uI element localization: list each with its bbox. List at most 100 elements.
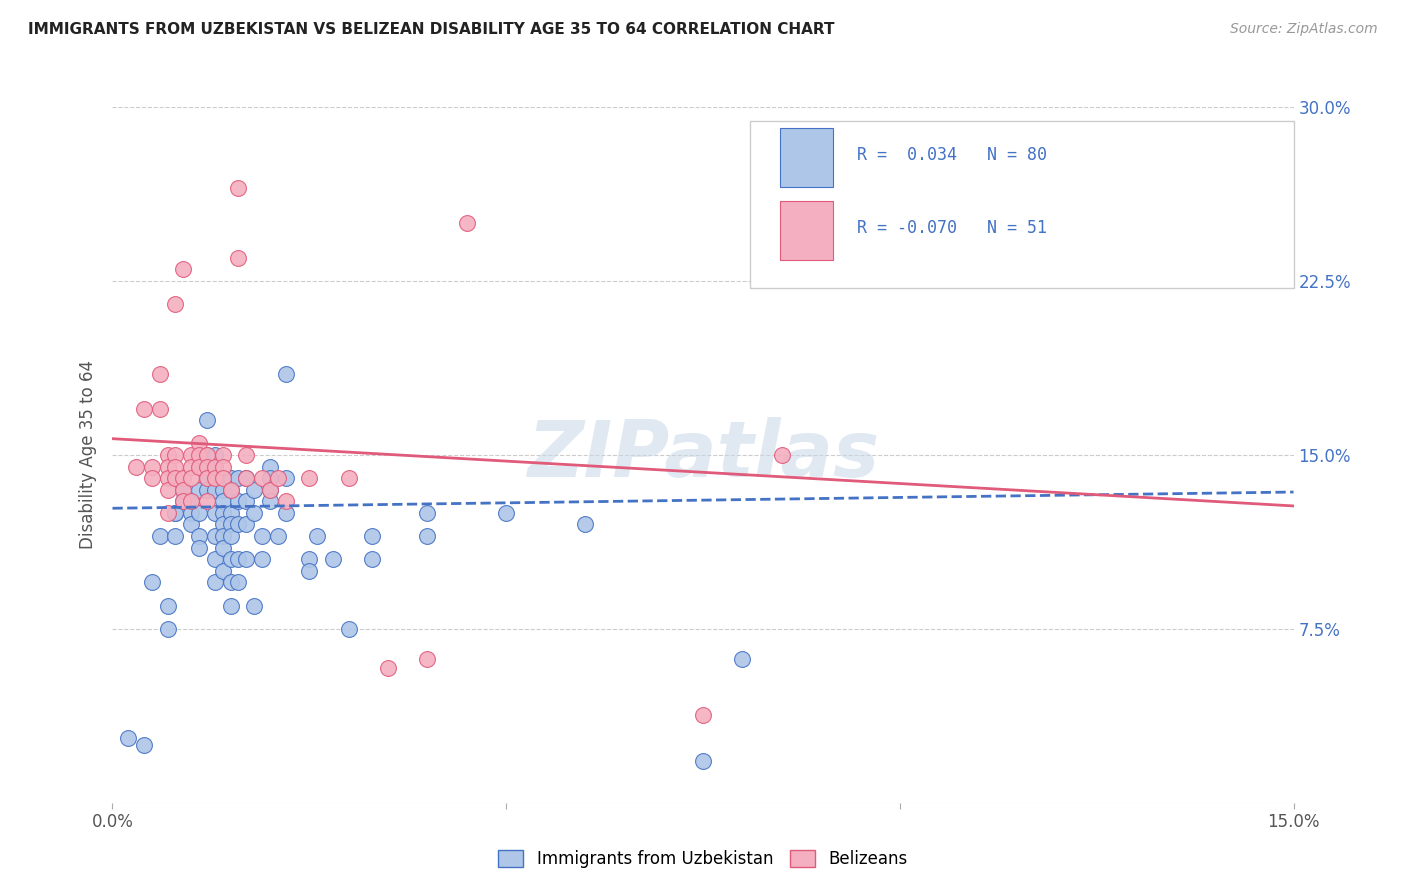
Point xyxy=(204,529,226,543)
Point xyxy=(228,575,250,590)
Point xyxy=(228,494,250,508)
Point xyxy=(211,506,233,520)
Point xyxy=(204,483,226,497)
FancyBboxPatch shape xyxy=(751,121,1294,288)
Point xyxy=(165,448,187,462)
Point xyxy=(235,448,257,462)
Point xyxy=(416,529,439,543)
Point xyxy=(267,471,290,485)
Point xyxy=(274,506,297,520)
Point xyxy=(250,529,273,543)
Point xyxy=(274,367,297,381)
Point xyxy=(117,731,139,745)
Point xyxy=(132,738,155,752)
Point xyxy=(204,459,226,474)
Point xyxy=(165,506,187,520)
Point xyxy=(172,494,194,508)
Text: R = -0.070   N = 51: R = -0.070 N = 51 xyxy=(856,219,1046,236)
Point xyxy=(188,506,211,520)
Point xyxy=(156,448,179,462)
Point xyxy=(219,552,242,566)
Point xyxy=(195,494,218,508)
Point xyxy=(377,661,399,675)
Text: ZIPatlas: ZIPatlas xyxy=(527,417,879,493)
Point xyxy=(250,552,273,566)
Point xyxy=(188,541,211,555)
Point xyxy=(361,552,384,566)
Point xyxy=(337,622,360,636)
Point xyxy=(172,483,194,497)
Point xyxy=(188,436,211,450)
Point xyxy=(243,483,266,497)
Point xyxy=(172,483,194,497)
Point xyxy=(195,483,218,497)
Point xyxy=(204,459,226,474)
Point xyxy=(211,494,233,508)
Point xyxy=(243,506,266,520)
Point xyxy=(228,471,250,485)
Point xyxy=(219,471,242,485)
Point xyxy=(165,529,187,543)
Point xyxy=(228,181,250,195)
Point xyxy=(259,471,281,485)
Point xyxy=(180,448,202,462)
Point xyxy=(180,471,202,485)
Point xyxy=(195,448,218,462)
Point xyxy=(141,459,163,474)
Point xyxy=(211,564,233,578)
Point xyxy=(243,599,266,613)
Point xyxy=(188,529,211,543)
Point xyxy=(211,459,233,474)
Point xyxy=(188,483,211,497)
Point xyxy=(172,471,194,485)
Point xyxy=(259,483,281,497)
Point xyxy=(692,754,714,768)
Point xyxy=(204,575,226,590)
Point xyxy=(188,448,211,462)
Point xyxy=(172,262,194,277)
Point xyxy=(149,367,172,381)
Point xyxy=(298,564,321,578)
Point xyxy=(156,599,179,613)
Point xyxy=(495,506,517,520)
Point xyxy=(416,506,439,520)
Point xyxy=(337,471,360,485)
Point xyxy=(298,471,321,485)
Text: R =  0.034   N = 80: R = 0.034 N = 80 xyxy=(856,145,1046,163)
Point xyxy=(211,483,233,497)
Point xyxy=(731,652,754,666)
Point xyxy=(211,517,233,532)
Point xyxy=(259,483,281,497)
Point xyxy=(204,506,226,520)
Point xyxy=(322,552,344,566)
Point xyxy=(165,459,187,474)
Point xyxy=(188,459,211,474)
Point xyxy=(149,401,172,416)
Point xyxy=(211,448,233,462)
Point xyxy=(180,494,202,508)
Point xyxy=(267,529,290,543)
Text: Source: ZipAtlas.com: Source: ZipAtlas.com xyxy=(1230,22,1378,37)
Point xyxy=(180,506,202,520)
Point xyxy=(274,471,297,485)
Point xyxy=(574,517,596,532)
Point xyxy=(219,575,242,590)
Point xyxy=(195,471,218,485)
Point xyxy=(141,471,163,485)
Point xyxy=(235,517,257,532)
Point xyxy=(195,448,218,462)
Point xyxy=(307,529,329,543)
Point xyxy=(219,517,242,532)
FancyBboxPatch shape xyxy=(780,128,832,187)
Point xyxy=(298,552,321,566)
Point xyxy=(416,652,439,666)
Point xyxy=(165,506,187,520)
Point xyxy=(149,529,172,543)
Point xyxy=(180,494,202,508)
Point xyxy=(274,494,297,508)
Legend: Immigrants from Uzbekistan, Belizeans: Immigrants from Uzbekistan, Belizeans xyxy=(492,843,914,874)
Point xyxy=(219,599,242,613)
Point xyxy=(156,459,179,474)
Point xyxy=(141,575,163,590)
Point xyxy=(132,401,155,416)
